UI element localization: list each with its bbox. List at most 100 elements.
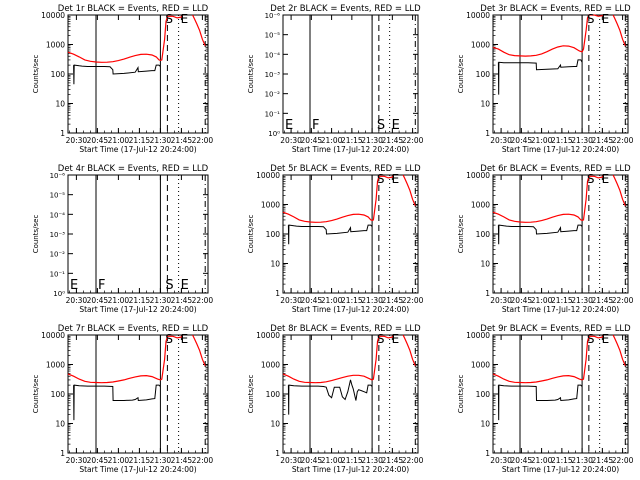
panel-title: Det 8r BLACK = Events, RED = LLD [270,324,421,334]
x-axis-label: Start Time (17-Jul-12 20:24:00) [292,145,409,154]
panel-det-4r: Det 4r BLACK = Events, RED = LLD Counts/s… [32,164,213,314]
events-series-line [287,224,373,245]
x-tick-label: 21:45 [171,456,193,465]
lld-series-line [402,334,416,367]
x-tick-label: 21:15 [341,296,363,305]
panel-title: Det 7r BLACK = Events, RED = LLD [58,324,209,334]
x-tick-label: 21:30 [150,136,172,145]
x-tick-label: 20:30 [490,296,512,305]
y-axis-label: Counts/sec [457,375,465,414]
x-tick-label: 20:30 [490,136,512,145]
saa-end-label: E [392,172,400,186]
x-axis-label: Start Time (17-Jul-12 20:24:00) [292,305,409,314]
x-tick-label: 20:45 [87,296,109,305]
x-tick-label: 21:30 [361,456,383,465]
x-tick-label: 22:00 [192,456,214,465]
y-tick-label: 1000 [471,201,490,210]
panel-det-5r: Det 5r BLACK = Events, RED = LLD Counts/s… [247,164,424,314]
y-tick-label: 1000 [471,361,490,370]
saa-end-label: E [181,332,189,346]
panel-title: Det 9r BLACK = Events, RED = LLD [480,324,631,334]
y-axis-label: Counts/sec [32,55,40,94]
x-tick-label: 20:30 [280,296,302,305]
y-tick-label: 100 [476,230,491,239]
lld-series-line [492,334,605,384]
y-tick-label: 100 [51,390,66,399]
lld-series-line [282,334,395,384]
x-tick-label: 20:45 [511,136,533,145]
x-tick-label: 21:00 [531,296,553,305]
x-tick-label: 22:00 [402,136,424,145]
lld-series-line [67,334,184,384]
y-tick-label: 10⁻⁵ [50,192,66,200]
y-tick-label: 100 [51,70,66,79]
events-series-line [287,379,373,415]
y-tick-label: 1 [275,449,280,458]
plot-frame [492,334,629,454]
y-tick-label: 10000 [466,331,490,340]
y-tick-label: 1000 [471,41,490,50]
x-tick-label: 21:30 [571,136,593,145]
y-tick-label: 1000 [46,361,65,370]
x-axis-label: Start Time (17-Jul-12 20:24:00) [502,465,619,474]
y-tick-label: 1 [485,129,490,138]
y-tick-label: 10000 [466,11,490,20]
plot-frame [67,334,209,454]
panel-title: Det 1r BLACK = Events, RED = LLD [58,4,209,14]
y-tick-label: 10⁻¹ [50,270,66,278]
x-axis-label: Start Time (17-Jul-12 20:24:00) [79,145,196,154]
x-tick-label: 21:30 [150,296,172,305]
x-tick-label: 21:15 [341,136,363,145]
y-axis-label: Counts/sec [32,375,40,414]
saa-end-label: E [602,172,610,186]
lld-series-line [612,334,626,367]
saa-start-label: S [377,118,385,133]
y-tick-label: 10000 [41,331,65,340]
x-tick-label: 20:30 [66,136,88,145]
y-tick-label: 10 [480,100,490,109]
x-tick-label: 21:15 [129,136,151,145]
y-axis-label: Counts/sec [32,215,40,254]
y-tick-label: 10⁻⁴ [265,51,281,59]
panel-det-2r: Det 2r BLACK = Events, RED = LLD Counts/s… [247,4,424,154]
y-tick-label: 10000 [466,171,490,180]
y-tick-label: 10 [270,260,280,269]
x-tick-label: 20:45 [87,136,109,145]
y-axis-label: Counts/sec [457,215,465,254]
plot-frame [67,174,209,294]
panel-title: Det 5r BLACK = Events, RED = LLD [270,164,421,174]
x-tick-label: 21:45 [592,296,614,305]
events-series-line [497,384,583,421]
x-tick-label: 21:00 [321,296,343,305]
y-axis-label: Counts/sec [457,55,465,94]
x-tick-label: 21:15 [551,136,573,145]
x-tick-label: 22:00 [612,136,634,145]
x-tick-label: 20:45 [301,296,323,305]
saa-start-label: S [165,332,173,346]
events-series-line [73,64,161,85]
x-tick-label: 21:15 [129,296,151,305]
y-axis-label: Counts/sec [247,215,255,254]
saa-start-label: S [377,172,385,186]
y-tick-label: 10⁰ [53,290,65,298]
x-tick-label: 22:00 [402,456,424,465]
x-tick-label: 20:45 [301,456,323,465]
panel-det-3r: Det 3r BLACK = Events, RED = LLD Counts/s… [457,4,634,154]
x-tick-label: 20:45 [87,456,109,465]
x-tick-label: 21:45 [382,136,404,145]
y-tick-label: 10000 [256,331,280,340]
events-series-line [73,384,161,421]
x-tick-label: 21:00 [108,296,130,305]
x-tick-label: 20:30 [66,456,88,465]
saa-start-label: S [377,332,385,346]
x-tick-label: 22:00 [612,456,634,465]
lld-series-line [492,14,604,57]
x-tick-label: 20:30 [280,456,302,465]
panel-det-9r: Det 9r BLACK = Events, RED = LLD Counts/s… [457,324,634,474]
x-tick-label: 21:30 [150,456,172,465]
x-tick-label: 21:00 [321,136,343,145]
x-tick-label: 21:15 [341,456,363,465]
y-axis-label: Counts/sec [247,55,255,94]
x-tick-label: 21:00 [531,136,553,145]
plot-frame [492,174,629,294]
